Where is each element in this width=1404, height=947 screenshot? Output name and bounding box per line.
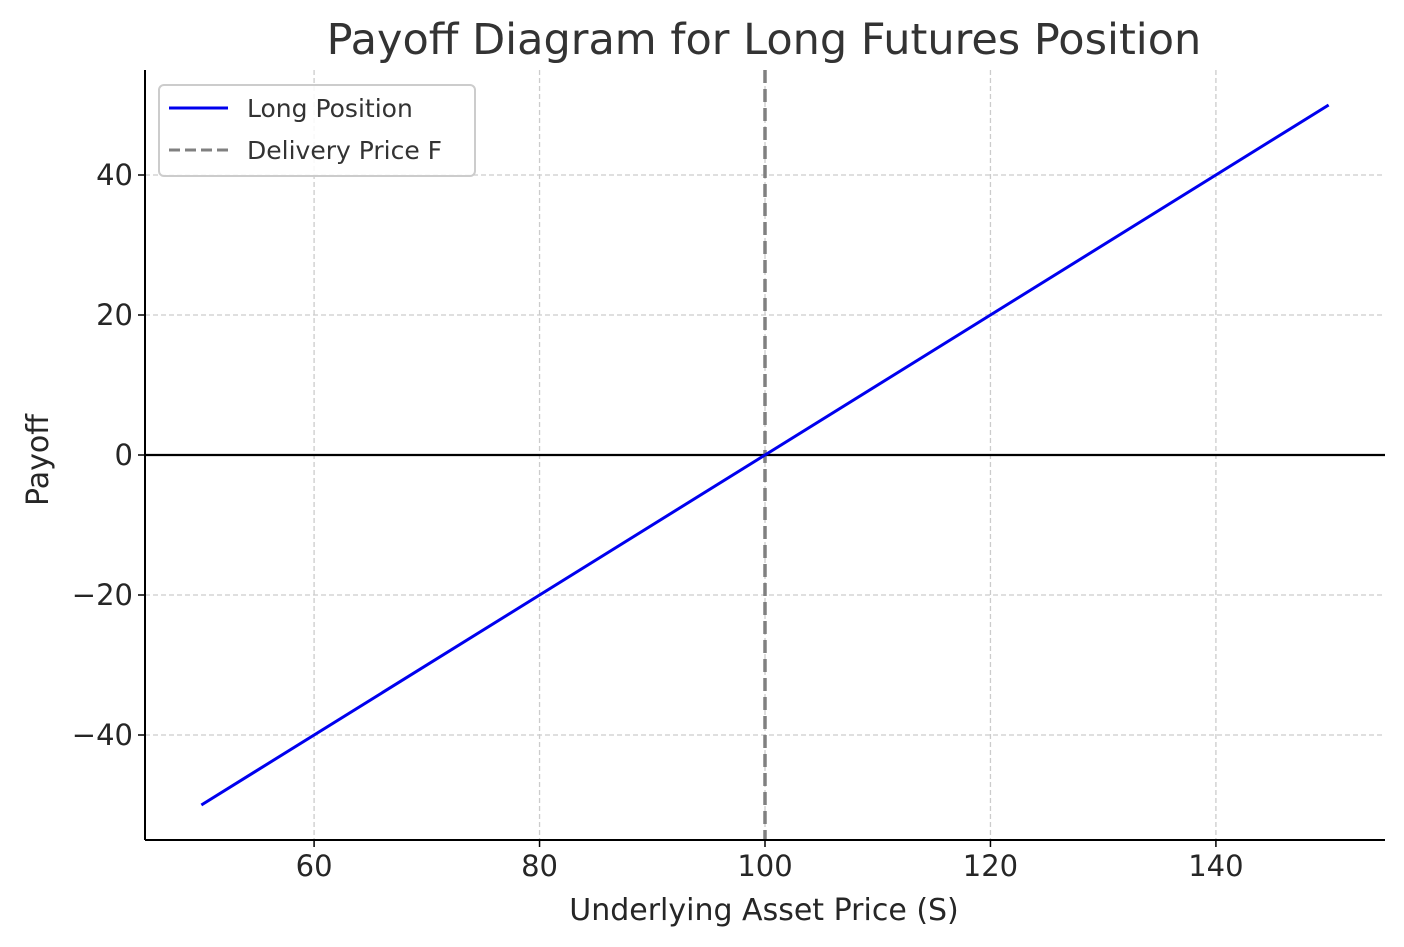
- x-tick-label: 80: [521, 849, 558, 883]
- y-tick-label: −40: [72, 718, 133, 752]
- y-tick-label: 20: [96, 298, 133, 332]
- x-tick-label: 60: [296, 849, 333, 883]
- series-line-long-position: [200, 103, 1330, 807]
- series-layer: [200, 103, 1330, 807]
- y-ticks: −40 −20 0 20 40: [72, 158, 145, 752]
- x-tick-label: 140: [1188, 849, 1243, 883]
- y-axis-title: Payoff: [21, 413, 56, 506]
- y-tick-label: 40: [96, 158, 133, 192]
- legend: Long Position Delivery Price F: [158, 84, 476, 177]
- chart-title: Payoff Diagram for Long Futures Position: [327, 15, 1202, 65]
- y-tick-label: 0: [115, 438, 133, 472]
- x-axis-title: Underlying Asset Price (S): [569, 893, 959, 928]
- y-tick-label: −20: [72, 578, 133, 612]
- x-tick-label: 100: [737, 849, 792, 883]
- legend-label-long-position: Long Position: [247, 94, 413, 123]
- legend-label-delivery-price: Delivery Price F: [247, 136, 442, 165]
- x-tick-label: 120: [963, 849, 1018, 883]
- x-ticks: 60 80 100 120 140: [296, 840, 1244, 883]
- legend-box: [158, 84, 476, 177]
